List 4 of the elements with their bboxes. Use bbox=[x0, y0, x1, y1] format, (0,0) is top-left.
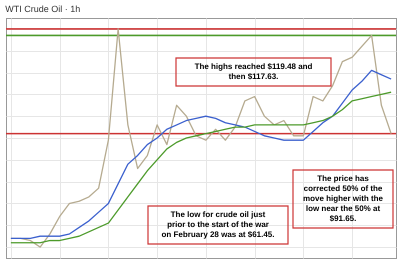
chart-title: WTI Crude Oil · 1h bbox=[5, 4, 80, 14]
annotation: The low for crude oil just prior to the start of the war on February 28 was at $61.45. bbox=[162, 210, 274, 239]
annotation: The highs reached $119.48 and then $117.63. bbox=[194, 62, 313, 81]
annotation: The price has corrected 50% of the move higher with the low near the 50% at $91.65. bbox=[302, 174, 384, 223]
